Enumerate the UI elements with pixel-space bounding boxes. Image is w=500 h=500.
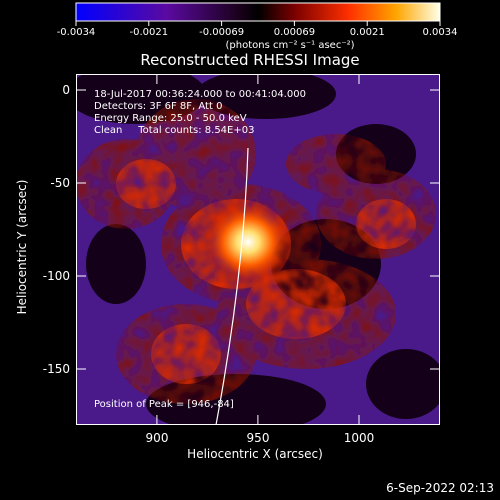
detectors-text: Detectors: 3F 6F 8F, Att 0 [94, 101, 223, 112]
x-tick-label: 900 [145, 431, 169, 445]
time-range-text: 18-Jul-2017 00:36:24.000 to 00:41:04.000 [94, 89, 306, 100]
peak-position-text: Position of Peak = [946,-84] [94, 399, 234, 410]
colorbar-tick-label: 0.00069 [273, 27, 316, 38]
colorbar-tick-label: -0.0021 [129, 27, 169, 38]
colorbar-tick-label: -0.00069 [199, 27, 245, 38]
x-tick-label: 1000 [343, 431, 375, 445]
energy-range-text: Energy Range: 25.0 - 50.0 keV [94, 113, 247, 124]
colorbar [75, 2, 441, 26]
y-axis-label: Heliocentric Y (arcsec) [15, 179, 29, 315]
y-tick-label: -150 [42, 362, 70, 376]
x-tick-label: 950 [246, 431, 270, 445]
x-axis-label: Heliocentric X (arcsec) [187, 447, 323, 461]
y-tick-label: 0 [62, 83, 70, 97]
colorbar-units: (photons cm⁻² s⁻¹ asec⁻²) [225, 40, 355, 51]
y-tick-label: -100 [42, 269, 70, 283]
colorbar-tick-label: -0.0034 [56, 27, 96, 38]
flare-core [203, 200, 293, 284]
colorbar-tick-label: 0.0034 [422, 27, 458, 38]
colorbar-tick-label: 0.0021 [349, 27, 385, 38]
heatmap-image [76, 74, 440, 425]
colorbar-gradient [75, 2, 441, 22]
y-tick-label: -50 [50, 176, 70, 190]
colorbar-ticks [75, 21, 441, 26]
plot-title: Reconstructed RHESSI Image [140, 51, 360, 69]
axis-ticks [76, 74, 440, 425]
image-plot: 18-Jul-2017 00:36:24.000 to 00:41:04.000… [76, 74, 440, 425]
generation-date: 6-Sep-2022 02:13 [386, 481, 494, 495]
solar-limb [215, 147, 249, 425]
clean-counts-text: Clean Total counts: 8.54E+03 [94, 125, 255, 136]
